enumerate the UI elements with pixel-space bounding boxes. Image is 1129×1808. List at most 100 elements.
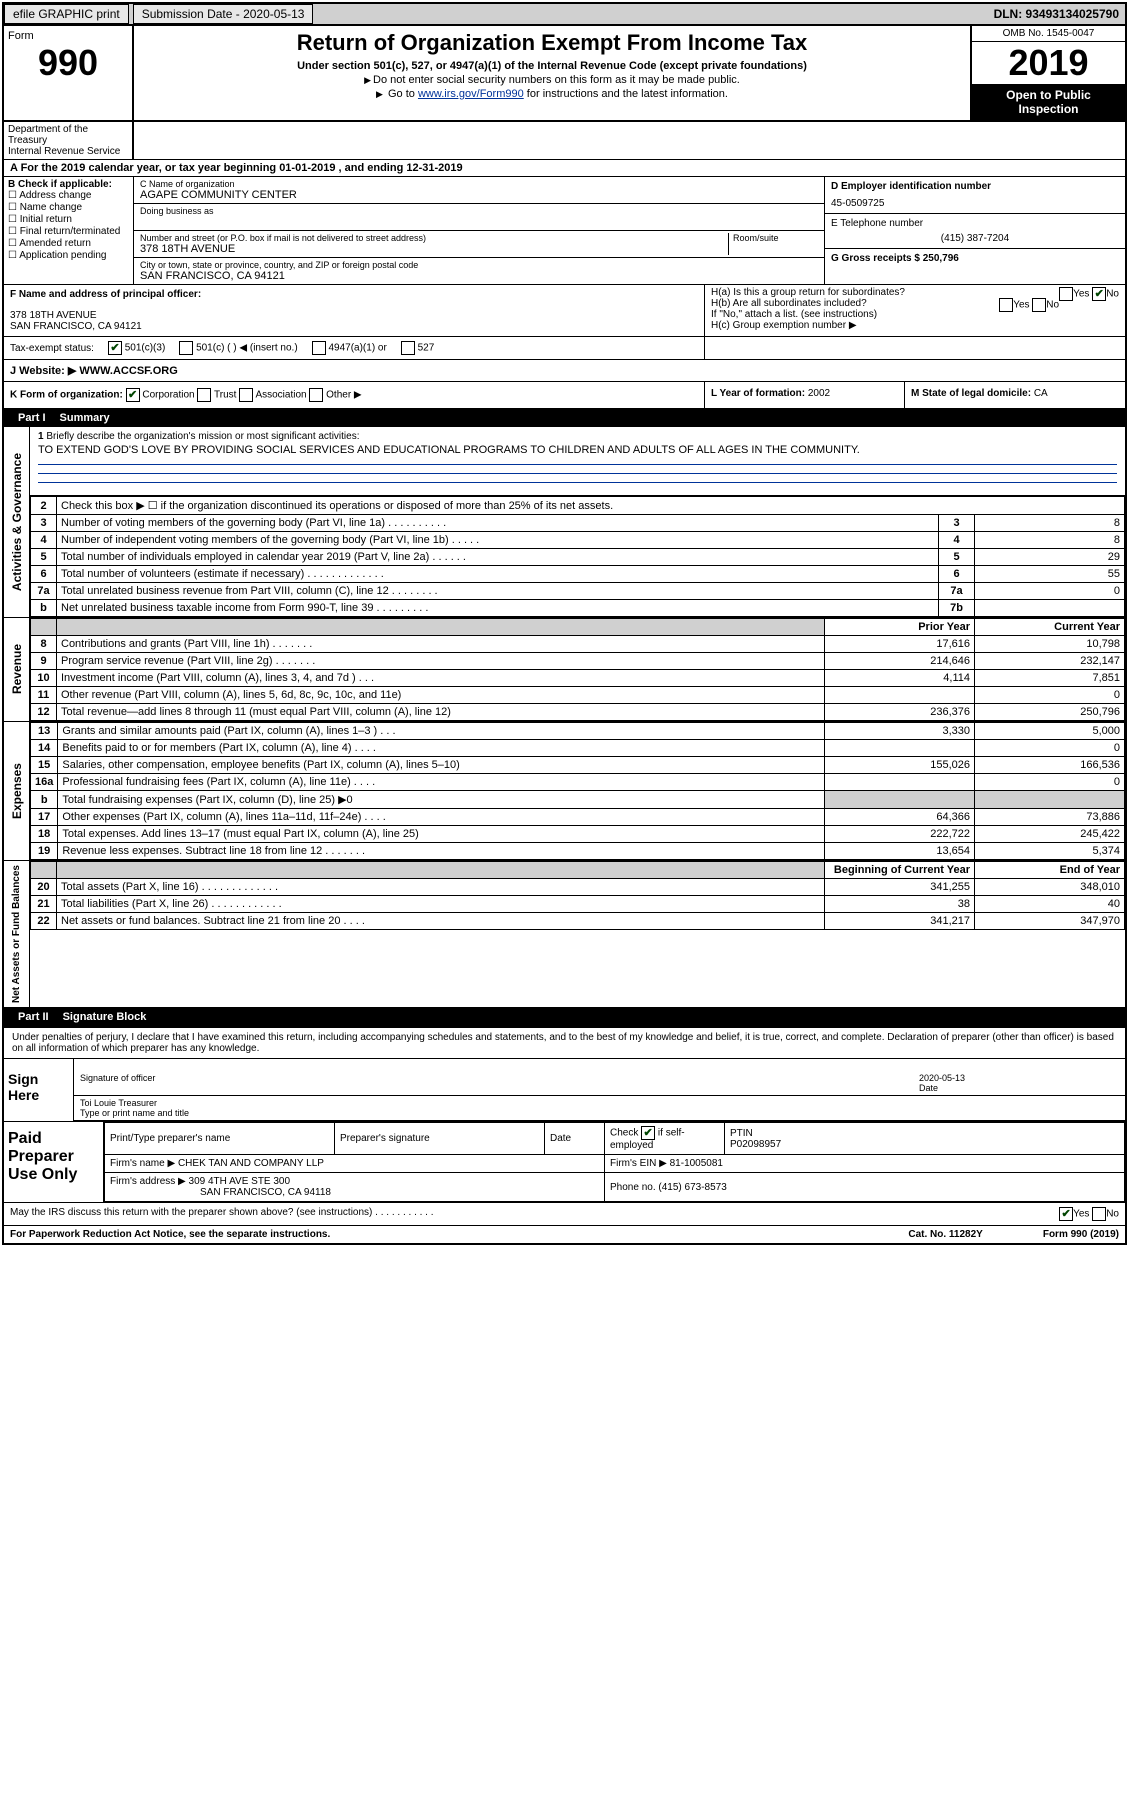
ha-yes-checkbox[interactable] [1059,287,1073,301]
submission-date-button[interactable]: Submission Date - 2020-05-13 [133,4,314,24]
irs-link[interactable]: www.irs.gov/Form990 [418,88,524,100]
net-assets-label: Net Assets or Fund Balances [9,861,24,1007]
chk-name-change[interactable]: ☐ Name change [8,202,129,213]
city-value: SAN FRANCISCO, CA 94121 [140,270,818,282]
dept-row: Department of the Treasury Internal Reve… [4,122,1125,160]
table-row: 7aTotal unrelated business revenue from … [31,583,1125,600]
table-row: bTotal fundraising expenses (Part IX, co… [31,791,1125,809]
mission-block: 1 Briefly describe the organization's mi… [30,427,1125,496]
chk-501c3[interactable]: ✔ [108,341,122,355]
officer-signature-line[interactable]: Signature of officer 2020-05-13 Date [74,1059,1125,1096]
section-b: B Check if applicable: ☐ Address change … [4,177,134,284]
paid-preparer-row: Paid Preparer Use Only Print/Type prepar… [4,1121,1125,1202]
title-box: Return of Organization Exempt From Incom… [134,26,970,120]
prep-date-header: Date [545,1123,605,1155]
chk-association[interactable] [239,388,253,402]
ha-no-checkbox[interactable]: ✔ [1092,287,1106,301]
chk-address-change[interactable]: ☐ Address change [8,190,129,201]
net-assets-table: Beginning of Current Year End of Year 20… [30,861,1125,930]
instr2-post: for instructions and the latest informat… [527,88,728,100]
expenses-label: Expenses [8,759,26,823]
part-ii-header: Part II Signature Block [4,1008,1125,1026]
chk-trust[interactable] [197,388,211,402]
hb-label: H(b) Are all subordinates included? [711,298,867,309]
expenses-label-col: Expenses [4,722,30,860]
no-label: No [1106,289,1119,300]
yes-label: Yes [1073,289,1089,300]
section-f: F Name and address of principal officer:… [4,285,705,336]
officer-addr2: SAN FRANCISCO, CA 94121 [10,321,698,332]
org-name: AGAPE COMMUNITY CENTER [140,189,818,201]
efile-button[interactable]: efile GRAPHIC print [4,4,129,24]
perjury-statement: Under penalties of perjury, I declare th… [4,1028,1125,1058]
tax-exempt-status: Tax-exempt status: ✔ 501(c)(3) 501(c) ( … [4,337,705,359]
hb-yes-checkbox[interactable] [999,298,1013,312]
street-cell: Number and street (or P.O. box if mail i… [134,231,824,258]
hb-row: H(b) Are all subordinates included? Yes … [711,298,1119,309]
tax-year: 2019 [972,42,1125,84]
firm-ein-cell: Firm's EIN ▶ 81-1005081 [605,1155,1125,1173]
discuss-yes-checkbox[interactable]: ✔ [1059,1207,1073,1221]
current-year-header: Current Year [975,619,1125,636]
table-row: 3Number of voting members of the governi… [31,515,1125,532]
chk-corporation[interactable]: ✔ [126,388,140,402]
table-row: 9Program service revenue (Part VIII, lin… [31,653,1125,670]
chk-amended-return[interactable]: ☐ Amended return [8,238,129,249]
chk-application-pending[interactable]: ☐ Application pending [8,250,129,261]
table-row: 8Contributions and grants (Part VIII, li… [31,636,1125,653]
part-ii-num: Part II [12,1010,55,1024]
firm-name-cell: Firm's name ▶ CHEK TAN AND COMPANY LLP [105,1155,605,1173]
mission-label: Briefly describe the organization's miss… [46,431,359,442]
expenses-table: 13Grants and similar amounts paid (Part … [30,722,1125,860]
discuss-no-checkbox[interactable] [1092,1207,1106,1221]
sig-date-label: Date [919,1083,1119,1093]
table-row: 19Revenue less expenses. Subtract line 1… [31,843,1125,860]
instr2-pre: Go to [388,88,418,100]
table-row: 15Salaries, other compensation, employee… [31,757,1125,774]
firm-phone: (415) 673-8573 [658,1182,726,1193]
chk-final-return[interactable]: ☐ Final return/terminated [8,226,129,237]
hb-no-checkbox[interactable] [1032,298,1046,312]
footer-right: Form 990 (2019) [1043,1229,1119,1240]
chk-4947[interactable] [312,341,326,355]
table-row: 14Benefits paid to or for members (Part … [31,740,1125,757]
sign-here-label: Sign Here [4,1059,74,1121]
firm-ein: 81-1005081 [670,1158,723,1169]
chk-initial-return[interactable]: ☐ Initial return [8,214,129,225]
hc-row: H(c) Group exemption number ▶ [711,320,1119,331]
table-row: 21Total liabilities (Part X, line 26) . … [31,896,1125,913]
section-h: H(a) Is this a group return for subordin… [705,285,1125,336]
org-name-cell: C Name of organization AGAPE COMMUNITY C… [134,177,824,204]
dept-treasury: Department of the Treasury Internal Reve… [4,122,134,159]
ha-row: H(a) Is this a group return for subordin… [711,287,1119,298]
chk-501c[interactable] [179,341,193,355]
chk-527[interactable] [401,341,415,355]
discuss-row: May the IRS discuss this return with the… [4,1202,1125,1225]
m-value: CA [1034,388,1048,399]
section-m: M State of legal domicile: CA [905,382,1125,408]
form-word: Form [8,30,128,42]
table-row: 5Total number of individuals employed in… [31,549,1125,566]
l-label: L Year of formation: [711,388,808,399]
footer-mid: Cat. No. 11282Y [908,1229,982,1240]
chk-other[interactable] [309,388,323,402]
section-d: D Employer identification number 45-0509… [825,177,1125,284]
revenue-label: Revenue [8,640,26,698]
prep-name-header: Print/Type preparer's name [105,1123,335,1155]
table-row: 18Total expenses. Add lines 13–17 (must … [31,826,1125,843]
top-toolbar: efile GRAPHIC print Submission Date - 20… [4,4,1125,26]
table-row: bNet unrelated business taxable income f… [31,600,1125,617]
form-990-page: efile GRAPHIC print Submission Date - 20… [2,2,1127,1245]
part-ii-title: Signature Block [63,1011,147,1023]
chk-self-employed[interactable]: ✔ [641,1126,655,1140]
ein-cell: D Employer identification number 45-0509… [825,177,1125,214]
prior-year-header: Prior Year [825,619,975,636]
exempt-and-hc-row: Tax-exempt status: ✔ 501(c)(3) 501(c) ( … [4,337,1125,360]
ha-label: H(a) Is this a group return for subordin… [711,287,905,298]
officer-name-line: Toi Louie Treasurer Type or print name a… [74,1096,1125,1121]
table-row: 4Number of independent voting members of… [31,532,1125,549]
part-i-title: Summary [60,412,110,424]
net-assets-section: Net Assets or Fund Balances Beginning of… [4,861,1125,1008]
officer-typed-name: Toi Louie Treasurer [80,1098,1119,1108]
type-name-label: Type or print name and title [80,1108,1119,1118]
